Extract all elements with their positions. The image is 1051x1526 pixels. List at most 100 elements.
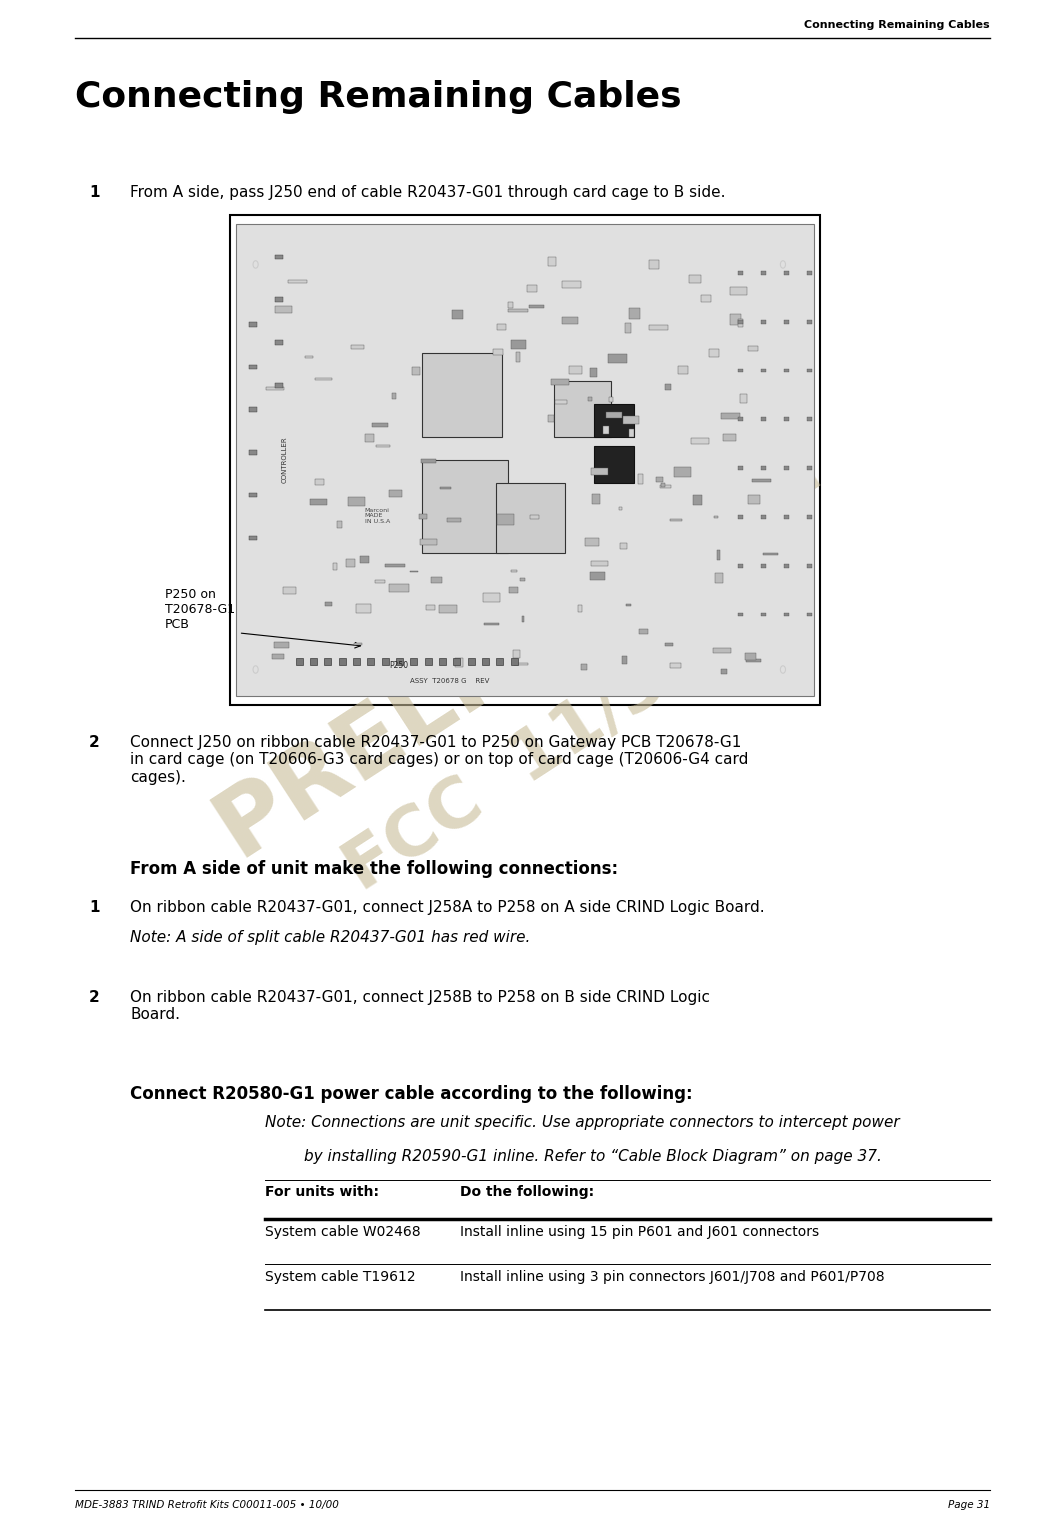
Bar: [715, 516, 718, 517]
Bar: [439, 658, 446, 665]
Bar: [591, 562, 607, 566]
Text: Connecting Remaining Cables: Connecting Remaining Cables: [804, 20, 990, 31]
Bar: [493, 349, 503, 354]
Bar: [674, 467, 691, 478]
Bar: [807, 369, 812, 372]
Bar: [709, 349, 719, 357]
Bar: [591, 572, 604, 580]
Text: 1: 1: [89, 900, 100, 916]
Bar: [230, 215, 820, 705]
Text: P250: P250: [389, 661, 409, 670]
Bar: [784, 418, 789, 421]
Text: 1: 1: [89, 185, 100, 200]
Bar: [412, 368, 420, 375]
Bar: [439, 487, 451, 490]
Bar: [510, 588, 518, 592]
Bar: [569, 366, 581, 374]
Bar: [738, 320, 743, 324]
Bar: [275, 383, 283, 388]
Bar: [249, 407, 256, 412]
Bar: [723, 433, 737, 441]
Text: System cable T19612: System cable T19612: [265, 1271, 415, 1285]
Bar: [729, 314, 741, 325]
Bar: [485, 623, 499, 626]
Bar: [761, 516, 766, 519]
Bar: [325, 603, 332, 606]
Bar: [425, 658, 432, 665]
Bar: [496, 484, 565, 552]
Bar: [482, 658, 489, 665]
Bar: [426, 606, 435, 610]
Text: Install inline using 15 pin P601 and J601 connectors: Install inline using 15 pin P601 and J60…: [460, 1225, 819, 1239]
Bar: [295, 658, 303, 665]
Text: ASSY  T20678 G    REV: ASSY T20678 G REV: [410, 679, 490, 685]
Bar: [275, 340, 283, 345]
Bar: [315, 377, 332, 380]
Text: PRELIMINARY: PRELIMINARY: [199, 406, 852, 876]
Bar: [385, 565, 405, 566]
Bar: [511, 658, 517, 665]
Bar: [351, 345, 365, 348]
Bar: [555, 400, 566, 404]
Bar: [784, 613, 789, 617]
Bar: [626, 604, 631, 606]
Bar: [745, 653, 756, 661]
Bar: [738, 418, 743, 421]
Bar: [761, 369, 766, 372]
Bar: [275, 298, 283, 302]
Bar: [741, 394, 746, 403]
Bar: [392, 392, 396, 398]
Bar: [249, 322, 256, 327]
Bar: [721, 414, 740, 418]
Bar: [375, 580, 385, 583]
Bar: [554, 382, 611, 436]
Text: 2: 2: [89, 736, 100, 749]
Bar: [593, 494, 600, 505]
Bar: [562, 317, 578, 324]
Bar: [621, 656, 627, 664]
Bar: [275, 255, 283, 259]
Bar: [249, 450, 256, 455]
Bar: [249, 365, 256, 369]
Bar: [419, 514, 427, 519]
Text: Do the following:: Do the following:: [460, 1186, 594, 1199]
Bar: [619, 507, 622, 510]
Bar: [784, 516, 789, 519]
Bar: [561, 281, 581, 288]
Bar: [497, 514, 514, 525]
Bar: [746, 659, 761, 662]
Bar: [551, 380, 569, 385]
Bar: [513, 650, 520, 658]
Bar: [410, 658, 417, 665]
Bar: [628, 429, 634, 436]
Bar: [455, 658, 462, 667]
Bar: [356, 604, 371, 613]
Bar: [511, 340, 526, 349]
Bar: [325, 658, 331, 665]
Bar: [721, 670, 727, 674]
Bar: [365, 435, 373, 441]
Text: Connect J250 on ribbon cable R20437-G01 to P250 on Gateway PCB T20678-G1
in card: Connect J250 on ribbon cable R20437-G01 …: [130, 736, 748, 784]
Text: CONTROLLER: CONTROLLER: [282, 436, 287, 484]
Text: Connect R20580-G1 power cable according to the following:: Connect R20580-G1 power cable according …: [130, 1085, 693, 1103]
Bar: [730, 287, 746, 295]
Bar: [738, 613, 743, 617]
Bar: [353, 658, 359, 665]
Bar: [625, 322, 632, 333]
Bar: [421, 353, 502, 436]
Text: From A side, pass J250 end of cable R20437-G01 through card cage to B side.: From A side, pass J250 end of cable R204…: [130, 185, 725, 200]
Bar: [669, 519, 682, 520]
Bar: [527, 285, 537, 293]
Bar: [713, 649, 731, 653]
Bar: [717, 549, 720, 560]
Bar: [716, 572, 723, 583]
Bar: [678, 366, 688, 374]
Text: Install inline using 3 pin connectors J601/J708 and P601/P708: Install inline using 3 pin connectors J6…: [460, 1271, 885, 1285]
Bar: [590, 368, 597, 377]
Bar: [521, 617, 524, 623]
Bar: [594, 404, 634, 436]
Bar: [516, 353, 520, 362]
Bar: [372, 423, 388, 427]
Text: Page 31: Page 31: [948, 1500, 990, 1511]
Bar: [305, 357, 313, 359]
